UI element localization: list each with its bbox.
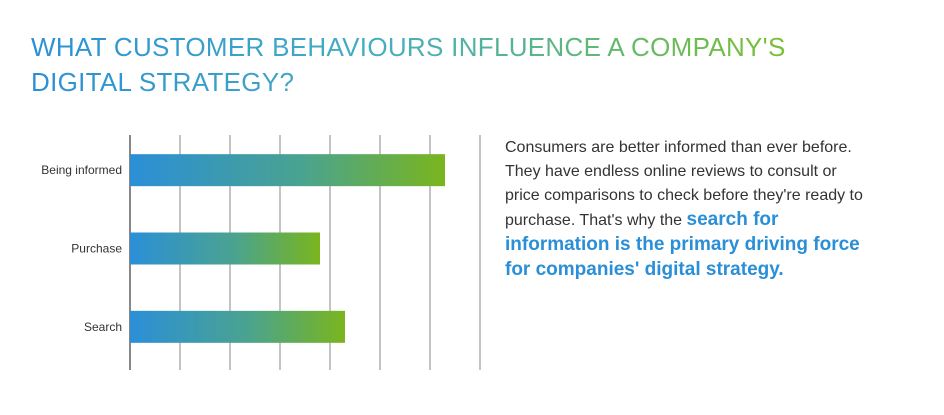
category-label: Being informed [41,163,122,177]
category-labels: Being informed Purchase Search [41,163,122,334]
description-body: Consumers are better informed than ever … [505,139,863,229]
bar-search [130,310,345,343]
bars [130,154,445,343]
description-text: Consumers are better informed than ever … [505,136,865,283]
bar-chart-svg: Being informed Purchase Search [41,135,481,370]
page-title: WHAT CUSTOMER BEHAVIOURS INFLUENCE A COM… [31,30,811,100]
bar-chart: Being informed Purchase Search [0,130,490,380]
category-label: Purchase [71,242,122,256]
category-label: Search [84,320,122,334]
bar-purchase [130,232,320,265]
bar-being-informed [130,154,445,187]
description-highlight: search for information is the primary dr… [505,209,860,280]
